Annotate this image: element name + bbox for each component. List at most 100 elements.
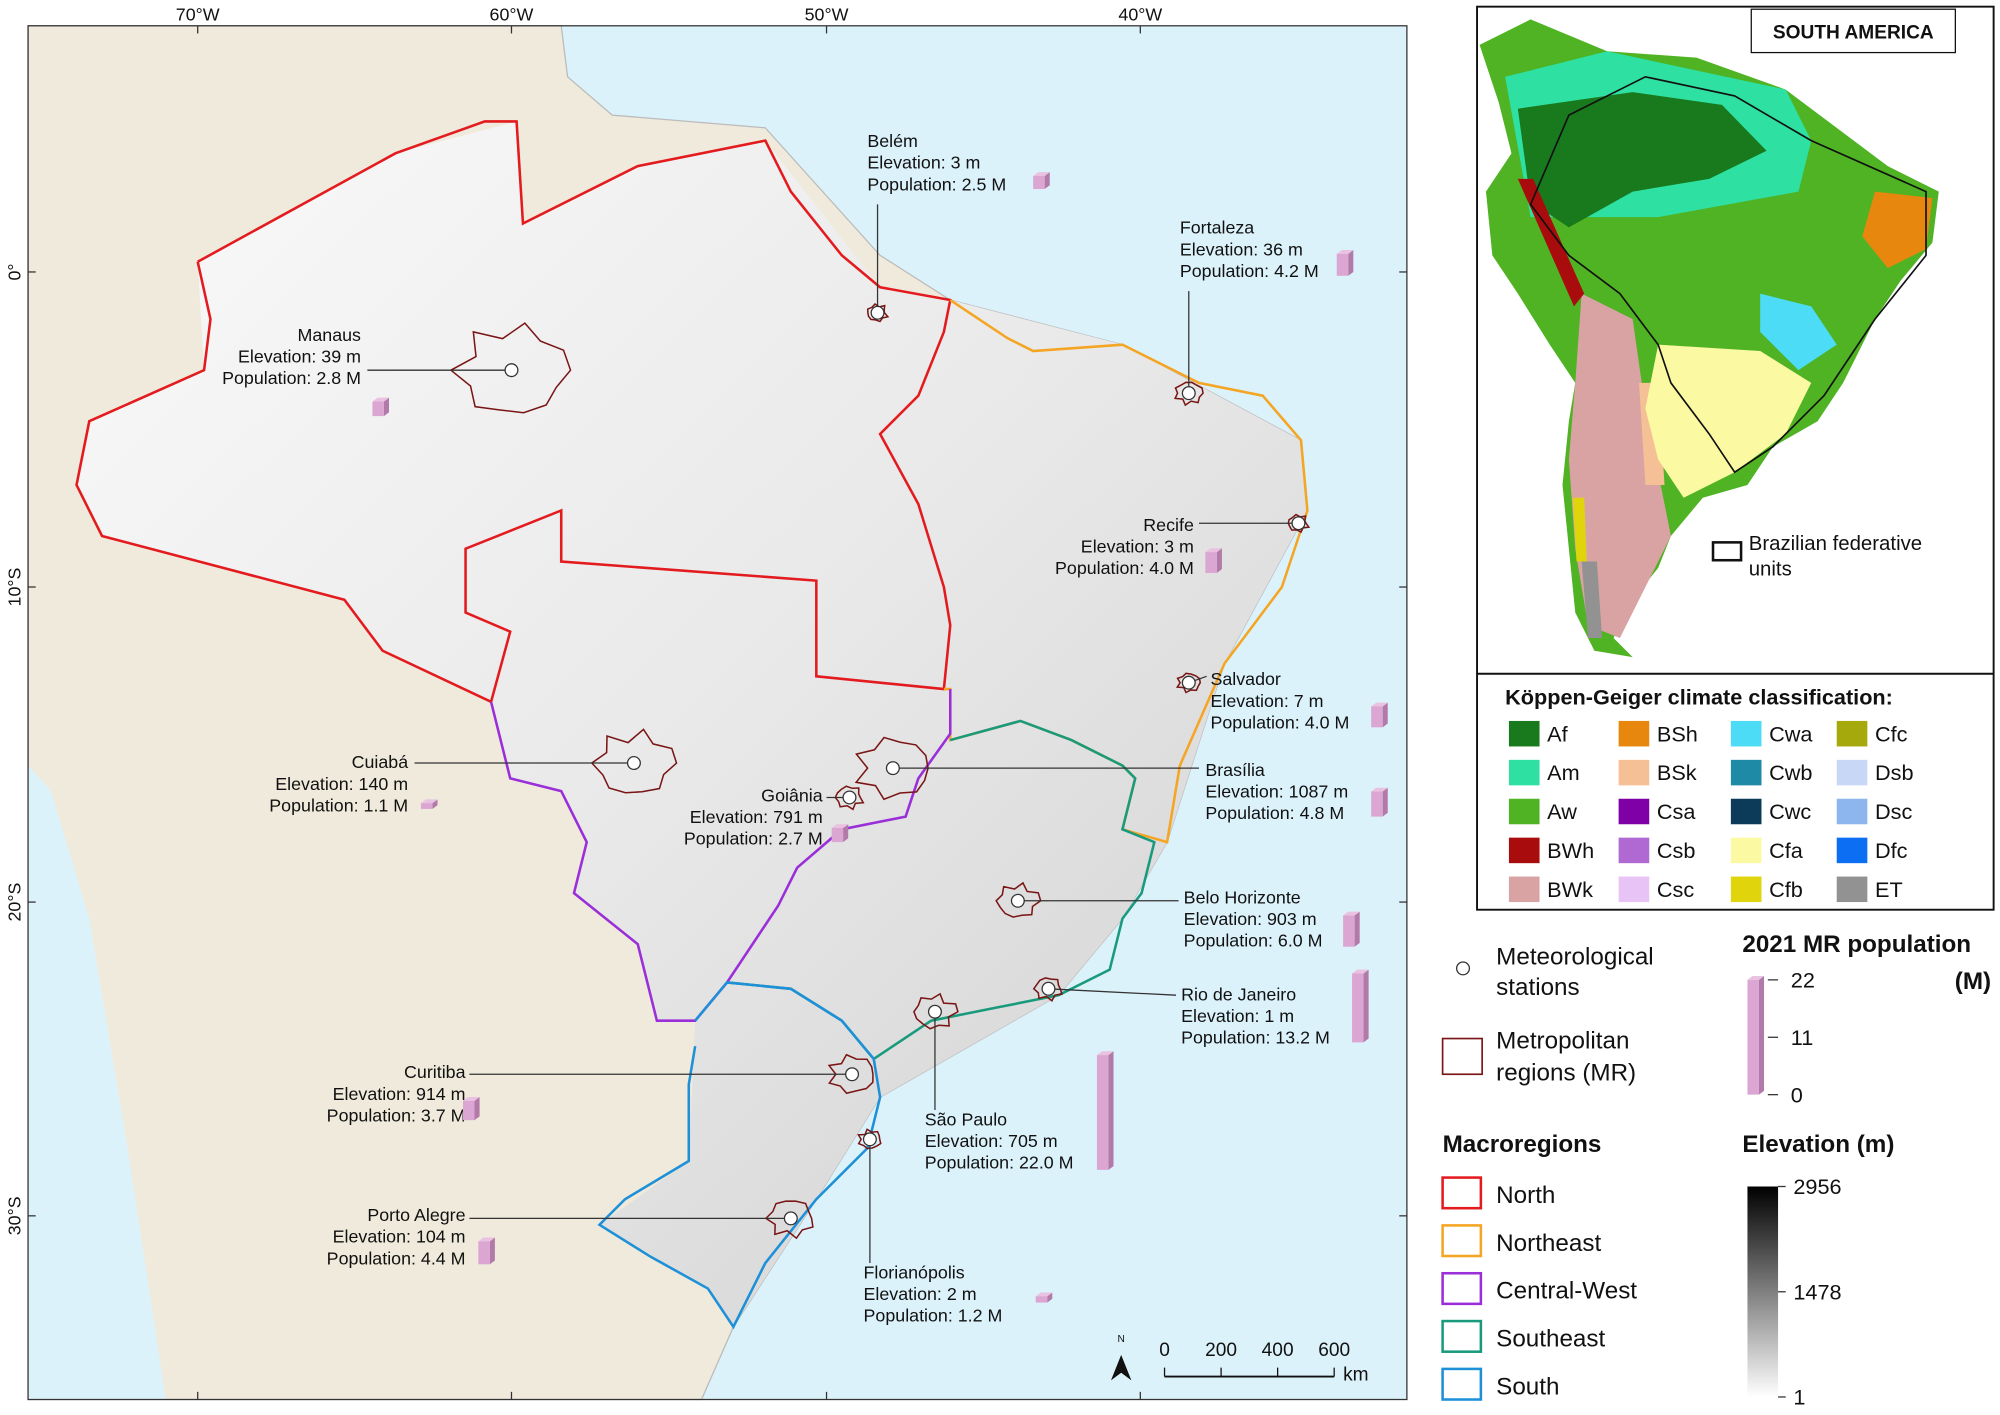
macroregion-label: Central-West bbox=[1496, 1278, 1637, 1305]
metropolitan-region bbox=[1173, 381, 1204, 407]
city-population-label: Population: 4.4 M bbox=[327, 1248, 466, 1268]
population-scale-bar bbox=[1747, 976, 1765, 1095]
climate-swatch bbox=[1508, 759, 1540, 786]
city-elevation: Elevation: 903 m bbox=[1184, 909, 1317, 929]
meteorological-station bbox=[1181, 386, 1196, 401]
population-bar-side bbox=[1044, 172, 1050, 190]
macroregion-swatch bbox=[1441, 1367, 1483, 1401]
city-elevation: Elevation: 104 m bbox=[333, 1227, 466, 1247]
climate-swatch bbox=[1730, 759, 1762, 786]
population-bar-front bbox=[478, 1241, 490, 1265]
population-bar bbox=[463, 1097, 480, 1121]
population-bar-top bbox=[1096, 1051, 1114, 1056]
meteorological-station bbox=[845, 1067, 860, 1082]
legend-metro-symbol bbox=[1441, 1037, 1483, 1076]
city-name: Goiânia bbox=[761, 785, 823, 805]
metropolitan-region bbox=[866, 302, 890, 323]
climate-label: Cwb bbox=[1769, 760, 1812, 785]
longitude-label: 70°W bbox=[176, 5, 220, 25]
population-bar-side bbox=[474, 1097, 480, 1121]
city-name: Belém bbox=[867, 131, 918, 151]
population-bar-side bbox=[432, 799, 438, 809]
population-bar-side bbox=[1382, 702, 1388, 728]
metropolitan-region bbox=[854, 736, 929, 801]
city-elevation: Elevation: 3 m bbox=[867, 153, 980, 173]
city-population-label: Population: 4.0 M bbox=[1055, 558, 1194, 578]
legend-stations: Meteorological bbox=[1496, 944, 1654, 971]
climate-label: ET bbox=[1875, 877, 1903, 902]
population-bar-front bbox=[1747, 979, 1759, 1095]
city-elevation: Elevation: 705 m bbox=[925, 1131, 1058, 1151]
population-bar bbox=[372, 397, 390, 417]
population-bar-top bbox=[1343, 911, 1360, 916]
climate-label: Cwa bbox=[1769, 721, 1813, 746]
macroregion-label: South bbox=[1496, 1373, 1559, 1400]
population-tick-label: 22 bbox=[1791, 968, 1815, 993]
city-elevation: Elevation: 914 m bbox=[333, 1084, 466, 1104]
metropolitan-region bbox=[913, 992, 959, 1030]
climate-label: BSh bbox=[1657, 721, 1698, 746]
climate-swatch bbox=[1618, 876, 1650, 903]
climate-title: Köppen-Geiger climate classification: bbox=[1505, 684, 1893, 709]
city-elevation: Elevation: 7 m bbox=[1210, 691, 1323, 711]
population-bar-top bbox=[1033, 172, 1050, 177]
legend-stations: stations bbox=[1496, 974, 1579, 1001]
climate-swatch bbox=[1730, 720, 1762, 747]
meteorological-station bbox=[927, 1004, 942, 1019]
city-elevation: Elevation: 791 m bbox=[690, 807, 823, 827]
climate-swatch bbox=[1508, 837, 1540, 864]
meteorological-station bbox=[862, 1132, 877, 1147]
population-bar-top bbox=[420, 799, 438, 804]
population-bar bbox=[1033, 172, 1050, 190]
climate-swatch bbox=[1508, 876, 1540, 903]
brazil-outline bbox=[1529, 75, 1927, 474]
macroregion-swatch bbox=[1441, 1319, 1483, 1353]
city-population-label: Population: 22.0 M bbox=[925, 1153, 1074, 1173]
inset-title: SOUTH AMERICA bbox=[1773, 23, 1934, 44]
elevation-tick-label: 1478 bbox=[1793, 1279, 1841, 1304]
meteorological-station bbox=[1291, 516, 1306, 531]
city-name: Belo Horizonte bbox=[1184, 887, 1301, 907]
scale-bar-label: 200 bbox=[1205, 1340, 1237, 1361]
city-elevation: Elevation: 1 m bbox=[1181, 1006, 1294, 1026]
meteorological-station bbox=[842, 790, 857, 805]
population-bar-side bbox=[383, 397, 390, 417]
climate-label: BWh bbox=[1547, 838, 1594, 863]
population-bar-side bbox=[1363, 969, 1369, 1043]
climate-swatch bbox=[1836, 720, 1868, 747]
scale-bar-label: 0 bbox=[1159, 1340, 1170, 1361]
elevation-title: Elevation (m) bbox=[1742, 1131, 1894, 1158]
city-population-label: Population: 1.2 M bbox=[864, 1306, 1003, 1326]
city-name: Fortaleza bbox=[1180, 218, 1254, 238]
climate-label: Cfa bbox=[1769, 838, 1804, 863]
climate-label: BWk bbox=[1547, 877, 1593, 902]
scale-bar-label: 400 bbox=[1262, 1340, 1294, 1361]
metropolitan-region bbox=[1175, 672, 1202, 694]
climate-label: Dsc bbox=[1875, 799, 1912, 824]
latitude-label: 20°S bbox=[4, 883, 24, 922]
city-name: Manaus bbox=[297, 325, 361, 345]
climate-label: Aw bbox=[1547, 799, 1577, 824]
climate-swatch bbox=[1836, 876, 1868, 903]
city-population-label: Population: 4.8 M bbox=[1205, 803, 1344, 823]
meteorological-station bbox=[504, 363, 519, 378]
inset-title-box bbox=[1750, 8, 1956, 54]
elevation-ramp bbox=[1747, 1186, 1779, 1397]
population-bar bbox=[1352, 969, 1369, 1043]
city-elevation: Elevation: 140 m bbox=[275, 774, 408, 794]
population-bar-side bbox=[1216, 548, 1222, 573]
population-bar-top bbox=[1371, 702, 1388, 707]
climate-swatch bbox=[1730, 837, 1762, 864]
population-bar-front bbox=[1035, 1296, 1048, 1303]
climate-swatch bbox=[1508, 720, 1540, 747]
meteorological-station bbox=[1181, 675, 1196, 690]
population-bar-side bbox=[1047, 1292, 1053, 1303]
city-elevation: Elevation: 2 m bbox=[864, 1284, 977, 1304]
population-bar bbox=[1371, 702, 1388, 728]
city-name: Florianópolis bbox=[864, 1262, 965, 1282]
population-bar-front bbox=[463, 1100, 475, 1121]
meteorological-station bbox=[783, 1211, 798, 1226]
city-population-label: Population: 1.1 M bbox=[269, 796, 408, 816]
climate-swatch bbox=[1730, 798, 1762, 825]
population-bar-front bbox=[1096, 1055, 1109, 1170]
